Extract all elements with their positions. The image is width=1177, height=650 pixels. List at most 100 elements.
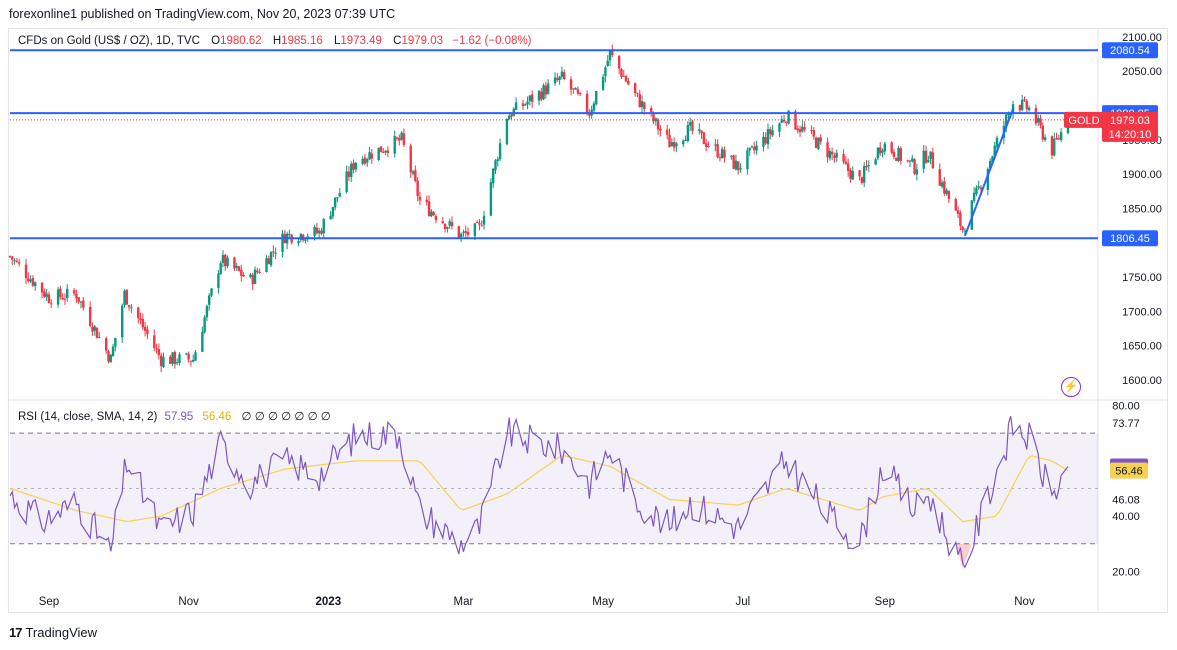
candle-body — [491, 168, 495, 184]
candle-body — [1025, 100, 1028, 110]
candle-body — [643, 102, 646, 110]
candle-body — [659, 128, 662, 131]
price-tick-label: 1900.00 — [1122, 169, 1162, 181]
candle-body — [675, 143, 678, 147]
candle-body — [906, 160, 909, 162]
candle-body — [127, 305, 131, 307]
candle-body — [75, 293, 78, 299]
candle-body — [24, 264, 28, 279]
candle-body — [737, 161, 740, 171]
candle-body — [666, 129, 669, 135]
candle-body — [895, 157, 898, 161]
candle-body — [345, 171, 348, 193]
candle-body — [924, 150, 928, 163]
candle-body — [237, 266, 241, 271]
candle-body — [684, 139, 687, 141]
candle-body — [986, 169, 990, 190]
time-axis-label: Jul — [735, 596, 750, 608]
candle-body — [849, 170, 852, 179]
candle-body — [208, 295, 211, 305]
candle-body — [63, 298, 67, 300]
high-label: H — [272, 35, 282, 47]
candle-body — [443, 223, 447, 229]
candle-body — [959, 212, 962, 227]
candle-body — [17, 262, 21, 264]
candle-body — [892, 151, 896, 157]
candle-body — [274, 252, 277, 254]
candle-body — [336, 197, 339, 199]
candle-body — [753, 146, 756, 150]
candle-body — [558, 76, 561, 81]
candle-body — [203, 317, 206, 333]
lightning-icon[interactable]: ⚡ — [1061, 377, 1081, 397]
candle-body — [398, 138, 401, 141]
candle-body — [764, 137, 767, 144]
candle-body — [544, 85, 548, 95]
candle-body — [755, 145, 758, 151]
rsi-sma-last-badge — [1110, 462, 1148, 479]
candle-body — [137, 307, 140, 319]
candle-body — [700, 130, 703, 134]
candle-body — [370, 153, 374, 159]
candle-body — [732, 155, 735, 169]
candle-body — [185, 353, 188, 355]
candle-body — [409, 145, 412, 173]
candle-body — [462, 231, 465, 233]
candle-body — [315, 227, 319, 234]
candle-body — [457, 226, 461, 238]
candle-body — [322, 219, 325, 234]
candle-body — [482, 215, 486, 225]
candle-body — [478, 223, 481, 225]
candle-body — [432, 212, 435, 216]
hidden-plots-icon[interactable]: ∅ ∅ ∅ ∅ ∅ ∅ ∅ — [241, 411, 331, 423]
candle-body — [1057, 138, 1061, 140]
candle-body — [943, 181, 946, 194]
level-badge — [1102, 42, 1158, 59]
candle-body — [93, 326, 96, 331]
price-tick-label: 1850.00 — [1122, 203, 1162, 215]
rsi-sma-value: 56.46 — [202, 411, 232, 423]
candle-body — [716, 143, 719, 158]
candle-body — [718, 156, 722, 159]
candle-body — [210, 288, 213, 296]
candle-body — [528, 95, 532, 101]
candle-body — [668, 134, 671, 148]
candle-body — [269, 251, 273, 266]
candle-body — [945, 190, 948, 194]
candle-body — [698, 129, 701, 131]
candle-body — [233, 257, 236, 269]
candle-body — [253, 269, 257, 284]
candle-body — [281, 233, 284, 253]
open-label: O — [211, 35, 221, 47]
candle-body — [425, 199, 428, 203]
tradingview-footer[interactable]: 17 TradingView — [9, 625, 97, 640]
candle-body — [459, 233, 463, 238]
candle-body — [272, 251, 275, 253]
candle-body — [963, 230, 967, 232]
candle-body — [416, 180, 419, 197]
candle-body — [830, 151, 834, 155]
candle-body — [31, 278, 35, 286]
candle-body — [175, 362, 179, 364]
candle-body — [1027, 107, 1031, 111]
candle-body — [604, 67, 607, 77]
candle-body — [810, 129, 813, 131]
candle-body — [368, 152, 371, 160]
change-value: −1.62 (−0.08%) — [452, 35, 532, 47]
candle-body — [40, 282, 44, 293]
rsi-tick-label: 20.00 — [1112, 566, 1140, 578]
price-tick-label: 1600.00 — [1122, 375, 1162, 387]
candle-body — [691, 121, 694, 131]
candle-body — [796, 128, 799, 131]
level-badge-label: 2080.54 — [1110, 45, 1150, 57]
candle-body — [874, 159, 877, 165]
rsi-extra-label: 46.08 — [1112, 494, 1140, 506]
candle-body — [574, 88, 577, 90]
candle-body — [366, 159, 369, 163]
candle-body — [313, 226, 316, 236]
candle-body — [159, 355, 163, 367]
candle-body — [29, 279, 32, 282]
close-value: 1979.03 — [401, 35, 444, 47]
candle-body — [320, 230, 323, 234]
